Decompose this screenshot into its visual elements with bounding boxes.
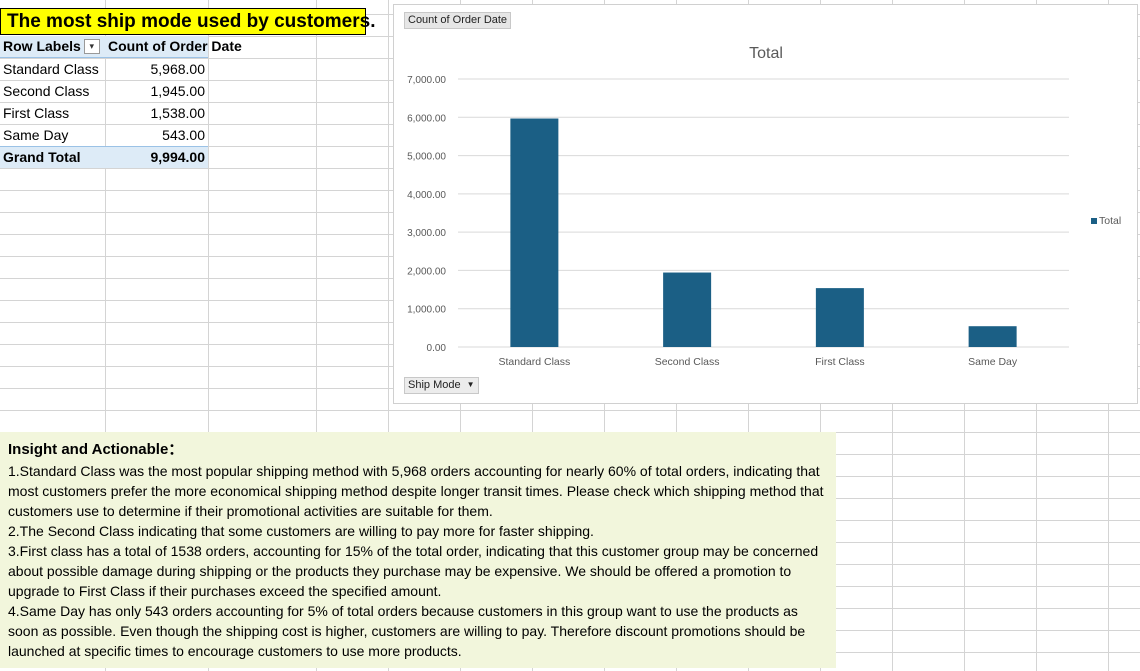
pivot-chart[interactable]: Count of Order Date Total 0.00 1,000.00 2,0… <box>393 4 1138 404</box>
bar <box>510 118 559 347</box>
insight-textbox[interactable]: Insight and Actionable： 1.Standard Class… <box>0 432 836 668</box>
pivot-title[interactable]: The most ship mode used by customers. <box>0 8 375 35</box>
chart-title: Total <box>749 45 783 62</box>
insight-title: Insight and Actionable： <box>8 441 184 458</box>
bar-chart: Total 0.00 1,000.00 2,000.00 3,000.00 4,000.0… <box>407 45 1121 368</box>
sort-filter-icon[interactable]: ▾ <box>83 38 100 54</box>
y-tick-label: 3,000.00 <box>407 228 446 239</box>
bar <box>815 288 864 347</box>
dropdown-arrow-icon: ▼ <box>466 380 475 389</box>
count-header[interactable]: Count of Order Date <box>105 36 242 58</box>
bar <box>968 326 1017 347</box>
y-tick-label: 5,000.00 <box>407 152 446 163</box>
row-value[interactable]: 1,945.00 <box>150 83 206 99</box>
row-labels-header-text: Row Labels <box>3 38 81 54</box>
legend-swatch <box>1091 218 1097 224</box>
count-header-text: Count of Order Date <box>108 38 242 54</box>
y-tick-label: 4,000.00 <box>407 190 446 201</box>
value-field-button[interactable]: Count of Order Date <box>404 12 512 29</box>
row-label[interactable]: Standard Class <box>3 61 99 77</box>
row-value[interactable]: 5,968.00 <box>150 61 206 77</box>
insight-point: 4.Same Day has only 543 orders accountin… <box>8 603 806 659</box>
grand-total-value[interactable]: 9,994.00 <box>105 146 208 168</box>
row-labels-header[interactable]: Row Labels ▾ <box>0 36 105 58</box>
y-tick-label: 0.00 <box>427 343 447 354</box>
row-label[interactable]: First Class <box>3 105 70 121</box>
axis-field-button-label: Ship Mode <box>408 379 461 391</box>
x-tick-label: First Class <box>815 356 865 368</box>
row-label[interactable]: Second Class <box>3 83 90 99</box>
insight-point: 2.The Second Class indicating that some … <box>8 523 594 539</box>
y-tick-label: 1,000.00 <box>407 305 446 316</box>
insight-point: 3.First class has a total of 1538 orders… <box>8 543 819 599</box>
x-tick-label: Standard Class <box>498 356 570 368</box>
x-tick-label: Second Class <box>655 356 720 368</box>
y-tick-label: 7,000.00 <box>407 75 446 86</box>
value-field-button-label: Count of Order Date <box>408 14 508 26</box>
grand-total-label[interactable]: Grand Total <box>0 146 105 168</box>
row-value[interactable]: 1,538.00 <box>150 105 206 121</box>
x-tick-label: Same Day <box>968 356 1018 368</box>
axis-field-button[interactable]: Ship Mode ▼ <box>404 377 479 394</box>
y-tick-label: 6,000.00 <box>407 113 446 124</box>
row-label[interactable]: Same Day <box>3 127 69 143</box>
insight-point: 1.Standard Class was the most popular sh… <box>8 463 824 519</box>
bar <box>663 272 712 347</box>
legend-label: Total <box>1099 215 1121 227</box>
y-tick-label: 2,000.00 <box>407 266 446 277</box>
row-value[interactable]: 543.00 <box>162 127 205 143</box>
